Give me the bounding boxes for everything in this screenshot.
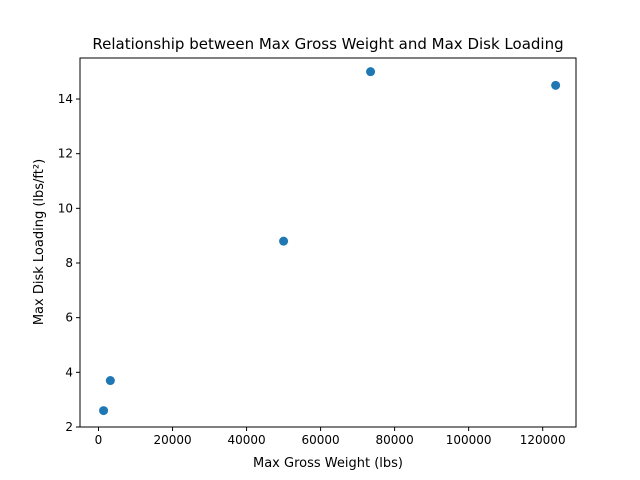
data-point [366,67,376,77]
x-tick-label: 60000 [302,433,340,447]
x-axis-label: Max Gross Weight (lbs) [253,456,403,471]
data-point [551,80,561,90]
data-point [279,236,289,246]
x-tick-label: 120000 [520,433,566,447]
chart-title: Relationship between Max Gross Weight an… [92,35,563,53]
data-points [99,67,561,416]
y-tick-label: 12 [58,147,73,161]
axes-frame [79,57,577,428]
plot-area: 0 20000 40000 60000 80000 100000 120000 2 4 6 8 10… [58,57,577,447]
x-tick-label: 80000 [376,433,414,447]
y-tick-label: 4 [65,365,73,379]
x-tick-label: 40000 [227,433,265,447]
y-axis-ticks: 2 4 6 8 10 12 14 [58,92,80,434]
y-tick-label: 10 [58,201,73,215]
y-tick-label: 8 [65,256,73,270]
data-point [105,376,115,386]
x-tick-label: 20000 [153,433,191,447]
data-point [99,406,109,416]
y-axis-label: Max Disk Loading (lbs/ft²) [32,159,47,325]
x-tick-label: 100000 [446,433,492,447]
x-axis-ticks: 0 20000 40000 60000 80000 100000 120000 [95,427,566,447]
y-tick-label: 6 [65,311,73,325]
y-tick-label: 14 [58,92,73,106]
x-tick-label: 0 [95,433,103,447]
y-tick-label: 2 [65,420,73,434]
